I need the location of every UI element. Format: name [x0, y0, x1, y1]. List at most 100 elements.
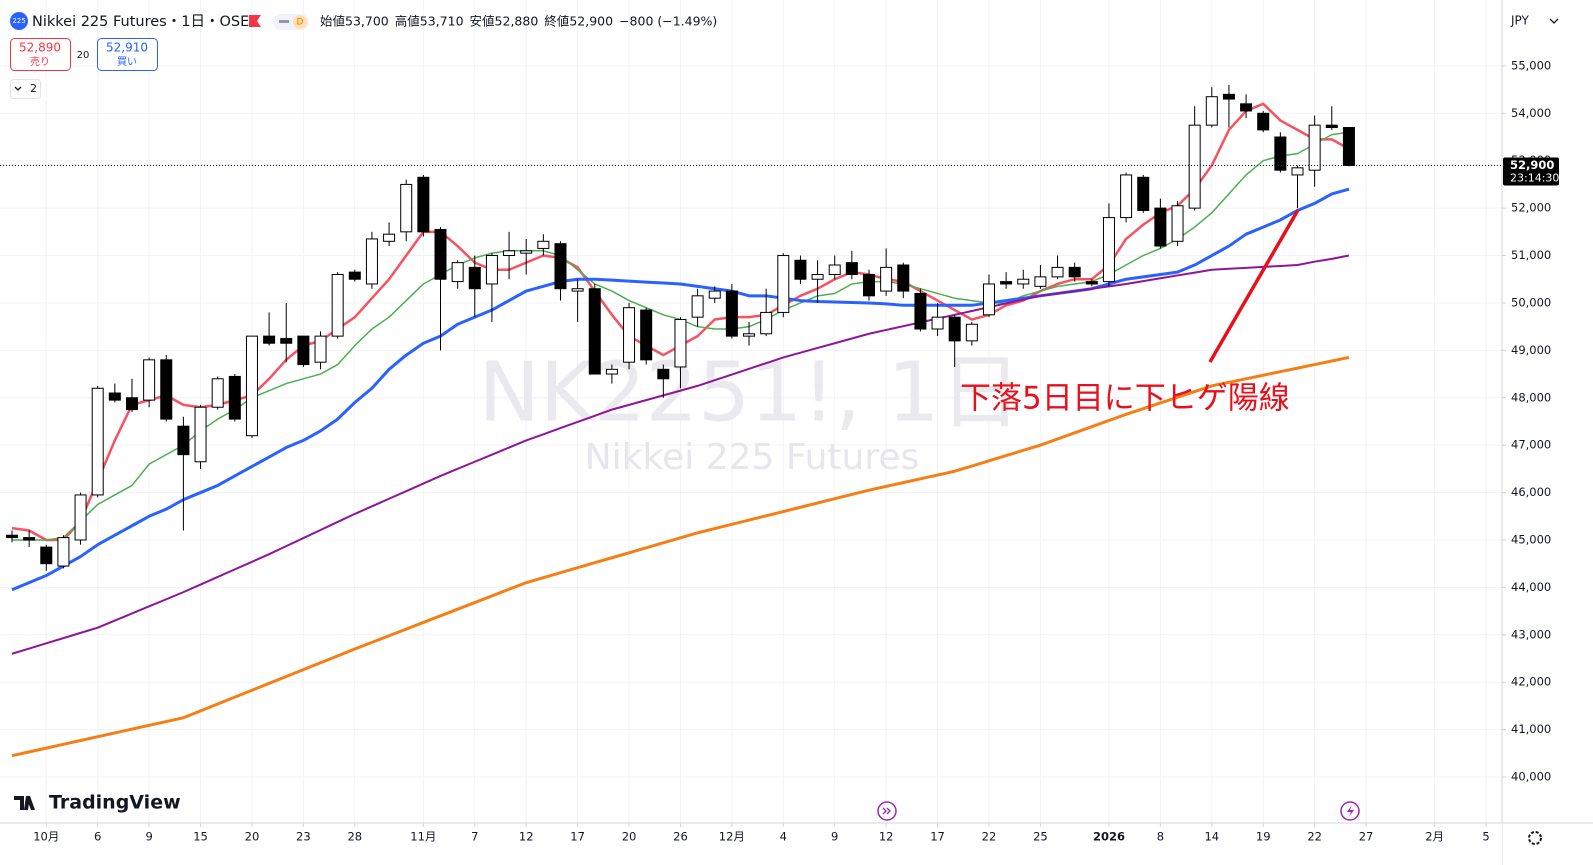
candle-body — [1034, 276, 1047, 287]
candle-body — [897, 264, 910, 292]
x-tick-label: 12 — [879, 830, 894, 844]
candle-body — [674, 319, 687, 368]
indicator-toggle[interactable] — [10, 79, 41, 99]
ohlc-value: 52,880 — [495, 14, 539, 29]
candle-body — [1188, 124, 1201, 209]
candle-body — [1068, 266, 1081, 278]
time-axis — [0, 823, 1502, 865]
x-tick-label: 2月 — [1425, 830, 1444, 844]
y-tick-label: 52,000 — [1511, 201, 1551, 215]
event-icon-glyph — [1347, 805, 1354, 817]
candle-body — [1085, 281, 1098, 285]
candle-body — [280, 337, 293, 344]
candle-body — [640, 309, 653, 361]
x-tick-label: 15 — [193, 830, 208, 844]
ohlc-value: 52,900 — [569, 14, 613, 29]
y-tick-label: 43,000 — [1511, 627, 1551, 641]
ohlc-label: 安値 — [470, 14, 495, 29]
x-tick-label: 14 — [1204, 830, 1219, 844]
buy-button[interactable] — [97, 38, 158, 71]
x-tick-label: 20 — [245, 830, 260, 844]
last-price-box — [1503, 157, 1559, 186]
indicator-count: 2 — [30, 82, 37, 95]
candle-body — [108, 392, 121, 401]
candle-body — [982, 283, 995, 316]
spread: 20 — [77, 50, 90, 61]
candle-body — [228, 375, 241, 420]
candle-body — [725, 290, 738, 337]
x-tick-label: 17 — [570, 830, 585, 844]
y-tick-label: 50,000 — [1511, 295, 1551, 309]
logo-icon — [14, 796, 35, 810]
candle-body — [811, 273, 824, 280]
x-tick-label: 22 — [982, 830, 997, 844]
x-tick-label: 26 — [673, 830, 688, 844]
candle-body — [1308, 124, 1321, 171]
candle-body — [554, 243, 567, 290]
x-tick-label: 12月 — [719, 830, 745, 844]
candle-body — [1342, 127, 1355, 166]
candle-body — [383, 233, 396, 242]
symbol[interactable]: Nikkei 225 Futures・1日・OSE — [32, 14, 249, 30]
indicator-chevron — [14, 86, 22, 91]
candles — [6, 84, 1355, 571]
candle-body — [503, 250, 516, 257]
candle-body — [1274, 136, 1287, 171]
y-tick-label: 49,000 — [1511, 343, 1551, 357]
ohlc-value: 53,700 — [345, 14, 389, 29]
candle-body — [194, 406, 207, 463]
candle-body — [571, 288, 584, 292]
buy-label: 買い — [117, 56, 137, 68]
currency[interactable]: JPY — [1510, 14, 1530, 28]
flag-icon[interactable] — [249, 15, 261, 27]
candle-body — [537, 240, 550, 249]
y-tick-label: 47,000 — [1511, 438, 1551, 452]
logo[interactable]: TradingView — [49, 792, 181, 814]
y-tick-label: 55,000 — [1511, 58, 1551, 72]
candle-body — [348, 271, 361, 280]
watermark-symbol: NK2251!, 1日 — [479, 345, 1022, 440]
candle-body — [1051, 266, 1064, 278]
y-tick-label: 45,000 — [1511, 532, 1551, 546]
candle-body — [623, 307, 636, 363]
ohlc-label: 始値 — [320, 14, 345, 29]
y-tick-label: 54,000 — [1511, 106, 1551, 120]
annotation: 下落5日目に下ヒゲ陽線 — [960, 381, 1290, 417]
y-tick-label: 41,000 — [1511, 722, 1551, 736]
last-price-text: 52,900 — [1510, 158, 1554, 172]
candle-body — [880, 266, 893, 292]
candle-body — [605, 368, 618, 375]
candle-body — [845, 262, 858, 275]
mode-text: D — [297, 18, 304, 28]
settings-icon[interactable] — [1528, 831, 1542, 845]
candle-body — [297, 335, 310, 366]
candle-body — [1257, 112, 1270, 131]
candle-body — [1205, 96, 1218, 126]
candle-body — [794, 259, 807, 280]
candle-body — [125, 397, 138, 411]
y-tick-label: 40,000 — [1511, 770, 1551, 784]
x-tick-label: 7 — [471, 830, 478, 844]
ohlc-change: −800 (−1.49%) — [619, 14, 717, 29]
candle-body — [468, 266, 481, 290]
candle-body — [1222, 93, 1235, 100]
sell-button[interactable] — [10, 38, 71, 71]
symbol-icon — [10, 12, 28, 30]
x-tick-label: 5 — [1482, 830, 1489, 844]
candle-body — [708, 290, 721, 299]
candle-body — [91, 387, 104, 496]
price-axis — [1502, 0, 1593, 865]
x-tick-label: 2026 — [1093, 830, 1125, 844]
candle-body — [160, 359, 173, 420]
candle-body — [1154, 207, 1167, 247]
candle-body — [434, 228, 447, 280]
candle-body — [1102, 217, 1115, 283]
candle-body — [1120, 174, 1133, 219]
candle-body — [777, 255, 790, 313]
x-tick-label: 9 — [831, 830, 838, 844]
buy-price: 52,910 — [106, 41, 148, 55]
event-icon[interactable] — [877, 801, 897, 821]
sell-label: 売り — [30, 55, 50, 68]
candle-body — [657, 368, 670, 380]
